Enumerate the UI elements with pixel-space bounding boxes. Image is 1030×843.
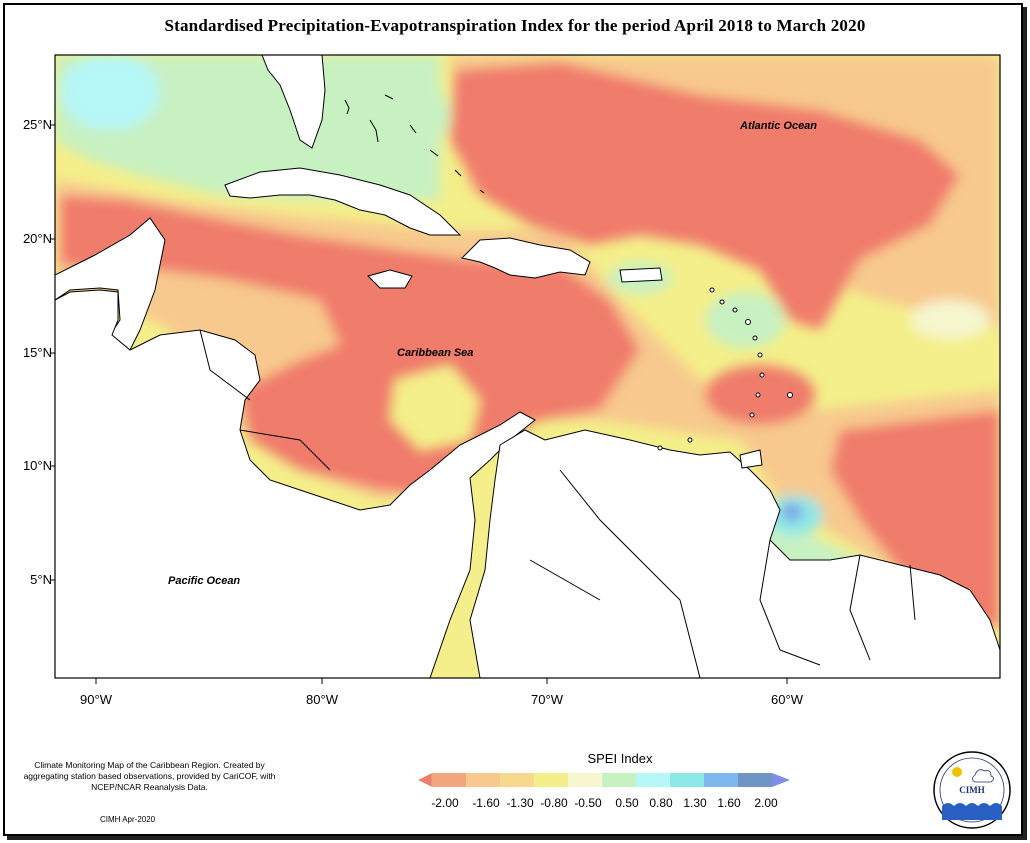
field-yellow-central <box>390 365 480 450</box>
logo-label: CIMH <box>959 785 985 795</box>
legend-swatch-5 <box>568 773 602 787</box>
legend-colorbar <box>417 772 790 788</box>
legend-swatch-4 <box>534 773 568 787</box>
lon-label: 80°W <box>306 692 338 707</box>
land-central-america <box>55 289 536 678</box>
caribbean-sea-label: Caribbean Sea <box>397 347 474 359</box>
lat-label: 15°N <box>22 345 52 360</box>
field-red-caribbean <box>60 195 640 495</box>
lat-label: 10°N <box>22 458 52 473</box>
land-puerto-rico <box>619 267 663 283</box>
lat-label: 20°N <box>22 231 52 246</box>
map-title: Standardised Precipitation-Evapotranspir… <box>164 16 866 35</box>
lon-label: 70°W <box>531 692 563 707</box>
cloud-icon <box>972 769 994 783</box>
land-hispaniola <box>461 237 591 279</box>
field-red-east <box>830 410 1000 630</box>
sun-icon <box>952 767 962 777</box>
footnote: Climate Monitoring Map of the Caribbean … <box>23 760 276 792</box>
lat-label: 5°N <box>30 572 52 587</box>
land-florida <box>261 55 326 149</box>
legend-tick: 2.00 <box>754 796 778 810</box>
land-jamaica <box>367 269 413 289</box>
field-blue-guyana <box>782 504 802 520</box>
cimh-logo <box>933 751 1011 829</box>
land-trinidad <box>739 449 763 469</box>
legend-arrow-low <box>417 772 433 788</box>
legend-tick: -0.80 <box>540 796 568 810</box>
legend-swatch-10 <box>738 773 772 787</box>
field-green-bahamas <box>340 70 450 160</box>
legend-tick: 1.60 <box>717 796 741 810</box>
lat-label: 25°N <box>22 117 52 132</box>
field-pale-east <box>910 300 990 340</box>
legend-tick: -0.50 <box>574 796 602 810</box>
land-layer <box>55 55 1000 678</box>
legend-swatch-6 <box>602 773 636 787</box>
legend-title: SPEI Index <box>587 751 653 766</box>
legend-tick: 1.30 <box>683 796 707 810</box>
legend-swatch-1 <box>432 773 466 787</box>
lon-label: 90°W <box>80 692 112 707</box>
legend-tick: -1.30 <box>506 796 534 810</box>
pacific-ocean-label: Pacific Ocean <box>168 575 241 587</box>
field-red-atlantic <box>450 62 960 330</box>
legend-tick: 0.80 <box>649 796 673 810</box>
lon-label: 60°W <box>771 692 803 707</box>
legend-tick: -2.00 <box>431 796 459 810</box>
land-cuba <box>224 167 462 236</box>
legend-swatch-3 <box>500 773 534 787</box>
legend-tick: -1.60 <box>472 796 500 810</box>
lesser-antilles <box>657 287 793 451</box>
legend-swatch-9 <box>704 773 738 787</box>
legend-tick: 0.50 <box>615 796 639 810</box>
legend-swatch-7 <box>636 773 670 787</box>
credit: CIMH Apr-2020 <box>100 815 156 824</box>
legend-swatch-8 <box>670 773 704 787</box>
axis-ticks <box>50 124 788 684</box>
atlantic-ocean-label: Atlantic Ocean <box>740 120 818 132</box>
land-south-america <box>469 429 1000 678</box>
map-border <box>54 54 1001 679</box>
waves-icon <box>942 803 1002 820</box>
legend-arrow-high <box>772 773 790 787</box>
legend-swatch-2 <box>466 773 500 787</box>
bahamas-islands <box>344 94 485 194</box>
field-cyan-gulf <box>60 55 160 130</box>
field-green-antilles <box>705 292 785 348</box>
country-borders <box>199 329 916 678</box>
